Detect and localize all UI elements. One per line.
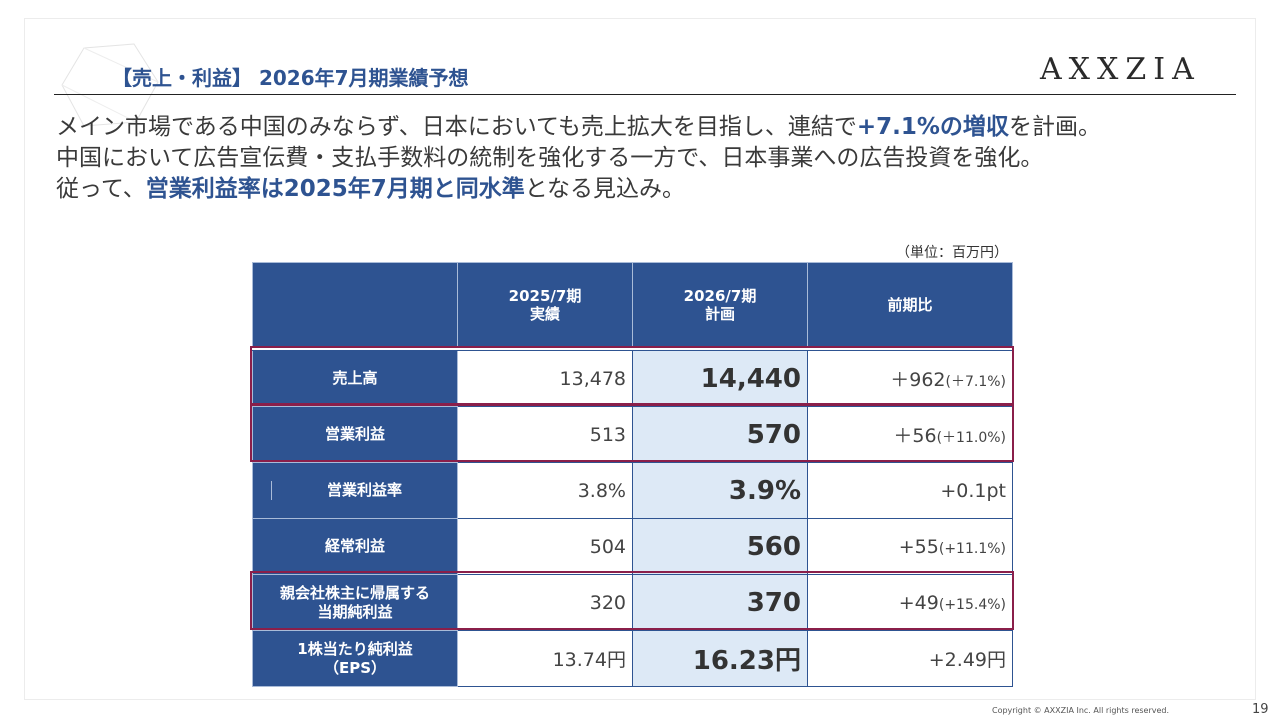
lead-line-3-end: となる見込み。 xyxy=(524,176,686,202)
copyright: Copyright © AXXZIA Inc. All rights reser… xyxy=(992,706,1170,715)
header-fy2026: 2026/7期 計画 xyxy=(632,262,808,347)
section-title: 【売上・利益】 2026年7月期業績予想 xyxy=(112,66,469,90)
revenue-yoy-amount: ＋962 xyxy=(890,369,946,391)
lead-line-2: 中国において広告宣伝費・支払手数料の統制を強化する一方で、日本事業への広告投資を… xyxy=(56,145,1044,171)
slide-frame xyxy=(24,18,1256,700)
row-label-revenue: 売上高 xyxy=(252,350,458,407)
lead-highlight-revenue: +7.1%の増収 xyxy=(856,114,1009,140)
operating-profit-yoy-amount: ＋56 xyxy=(893,425,937,447)
operating-profit-2025: 513 xyxy=(457,406,633,463)
table-row: 売上高 13,478 14,440 ＋962(＋7.1%) xyxy=(252,350,1013,407)
lead-line-3-start: 従って、 xyxy=(56,176,146,202)
eps-2026: 16.23円 xyxy=(632,630,808,687)
table-header-row: 2025/7期 実績 2026/7期 計画 前期比 xyxy=(252,262,1013,347)
row-label-operating-margin: 営業利益率 xyxy=(252,462,458,519)
page-number: 19 xyxy=(1252,702,1269,717)
ordinary-profit-2026: 560 xyxy=(632,518,808,575)
operating-profit-2026: 570 xyxy=(632,406,808,463)
operating-margin-2026: 3.9% xyxy=(632,462,808,519)
revenue-yoy-pct: (＋7.1%) xyxy=(945,374,1007,390)
eps-yoy-amount: +2.49円 xyxy=(928,649,1006,671)
operating-profit-yoy: ＋56(＋11.0%) xyxy=(807,406,1013,463)
net-income-2026: 370 xyxy=(632,574,808,631)
revenue-2025: 13,478 xyxy=(457,350,633,407)
operating-margin-label: 営業利益率 xyxy=(326,481,402,499)
table-row: 営業利益率 3.8% 3.9% +0.1pt xyxy=(252,462,1013,519)
net-income-yoy-pct: (+15.4%) xyxy=(938,596,1006,613)
ordinary-profit-yoy-pct: (+11.1%) xyxy=(938,540,1006,557)
header-fy2025-type: 実績 xyxy=(529,304,560,323)
eps-label-2: （EPS） xyxy=(323,658,387,677)
eps-yoy: +2.49円 xyxy=(807,630,1013,687)
sub-label-wrap: 営業利益率 xyxy=(253,481,457,500)
lead-line-3: 従って、営業利益率は2025年7月期と同水準となる見込み。 xyxy=(56,174,1256,205)
company-logo: AXXZIA xyxy=(1040,52,1201,87)
hexagon-decoration-icon xyxy=(61,43,159,127)
header-blank xyxy=(252,262,458,347)
lead-highlight-margin: 営業利益率は2025年7月期と同水準 xyxy=(145,176,525,202)
operating-profit-yoy-pct: (＋11.0%) xyxy=(936,430,1006,446)
operating-margin-yoy-amount: +0.1pt xyxy=(940,479,1006,502)
operating-margin-2025: 3.8% xyxy=(457,462,633,519)
row-label-eps: 1株当たり純利益 （EPS） xyxy=(252,630,458,687)
ordinary-profit-yoy-amount: +55 xyxy=(898,535,939,558)
sub-indent-bar xyxy=(253,481,272,500)
revenue-yoy: ＋962(＋7.1%) xyxy=(807,350,1013,407)
row-label-net-income: 親会社株主に帰属する 当期純利益 xyxy=(252,574,458,631)
header-fy2025: 2025/7期 実績 xyxy=(457,262,633,347)
net-income-2025: 320 xyxy=(457,574,633,631)
net-income-label-1: 親会社株主に帰属する xyxy=(279,583,430,602)
header-fy2026-type: 計画 xyxy=(704,304,735,323)
net-income-label-2: 当期純利益 xyxy=(317,602,393,621)
lead-line-1-text: メイン市場である中国のみならず、日本においても売上拡大を目指し、連結で xyxy=(56,114,857,140)
eps-label-1: 1株当たり純利益 xyxy=(297,639,413,658)
lead-line-1: メイン市場である中国のみならず、日本においても売上拡大を目指し、連結で+7.1%… xyxy=(56,112,1256,143)
ordinary-profit-2025: 504 xyxy=(457,518,633,575)
net-income-yoy-amount: +49 xyxy=(898,591,939,614)
header-divider xyxy=(54,94,1236,95)
lead-line-1-end: を計画。 xyxy=(1008,114,1101,140)
revenue-2026: 14,440 xyxy=(632,350,808,407)
table-row: 営業利益 513 570 ＋56(＋11.0%) xyxy=(252,406,1013,463)
header-fy2026-period: 2026/7期 xyxy=(683,286,757,305)
lead-text: メイン市場である中国のみならず、日本においても売上拡大を目指し、連結で+7.1%… xyxy=(56,112,1256,205)
forecast-table: 2025/7期 実績 2026/7期 計画 前期比 売上高 13,478 14,44… xyxy=(252,262,1013,687)
table-row: 親会社株主に帰属する 当期純利益 320 370 +49(+15.4%) xyxy=(252,574,1013,631)
eps-2025: 13.74円 xyxy=(457,630,633,687)
table-row: 経常利益 504 560 +55(+11.1%) xyxy=(252,518,1013,575)
unit-label: （単位：百万円） xyxy=(896,245,1008,261)
table-row: 1株当たり純利益 （EPS） 13.74円 16.23円 +2.49円 xyxy=(252,630,1013,687)
header-fy2025-period: 2025/7期 xyxy=(508,286,582,305)
header-yoy: 前期比 xyxy=(807,262,1013,347)
row-label-operating-profit: 営業利益 xyxy=(252,406,458,463)
operating-margin-yoy: +0.1pt xyxy=(807,462,1013,519)
ordinary-profit-yoy: +55(+11.1%) xyxy=(807,518,1013,575)
row-label-ordinary-profit: 経常利益 xyxy=(252,518,458,575)
net-income-yoy: +49(+15.4%) xyxy=(807,574,1013,631)
